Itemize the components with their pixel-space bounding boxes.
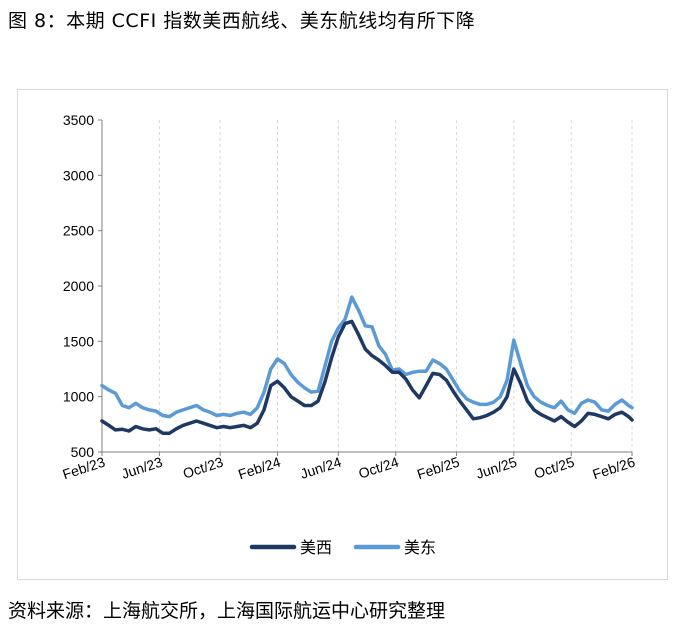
x-tick-label: Feb/24 xyxy=(236,454,283,483)
x-tick-label: Oct/23 xyxy=(181,454,225,482)
figure-source: 资料来源：上海航交所，上海国际航运中心研究整理 xyxy=(8,600,446,622)
x-tick-label: Jun/24 xyxy=(298,454,343,482)
y-tick-label: 500 xyxy=(71,444,95,460)
x-tick-label: Jun/25 xyxy=(474,454,519,482)
x-tick-label: Feb/25 xyxy=(415,454,462,483)
series-lines xyxy=(100,295,634,435)
legend-label: 美西 xyxy=(300,539,332,557)
gridlines xyxy=(158,120,633,452)
x-tick-label: Oct/25 xyxy=(532,454,576,482)
y-tick-label: 3500 xyxy=(63,112,94,128)
x-tick-label: Jun/23 xyxy=(119,454,164,482)
legend-item-us-east: 美东 xyxy=(353,539,436,557)
x-tick-label: Oct/24 xyxy=(356,454,400,482)
y-tick-label: 2500 xyxy=(63,223,94,239)
x-tick-label: Feb/26 xyxy=(591,454,638,483)
figure-title: 图 8：本期 CCFI 指数美西航线、美东航线均有所下降 xyxy=(8,10,476,32)
y-tick-label: 1500 xyxy=(63,333,94,349)
y-tick-label: 2000 xyxy=(63,278,94,294)
series-line-us-west xyxy=(100,319,634,435)
y-tick-label: 3000 xyxy=(63,167,94,183)
y-tick-label: 1000 xyxy=(63,389,94,405)
chart-frame xyxy=(17,89,668,580)
legend: 美西 美东 xyxy=(249,539,436,557)
legend-label: 美东 xyxy=(404,539,436,557)
legend-item-us-west: 美西 xyxy=(249,539,332,557)
series-line-us-east xyxy=(100,295,634,419)
